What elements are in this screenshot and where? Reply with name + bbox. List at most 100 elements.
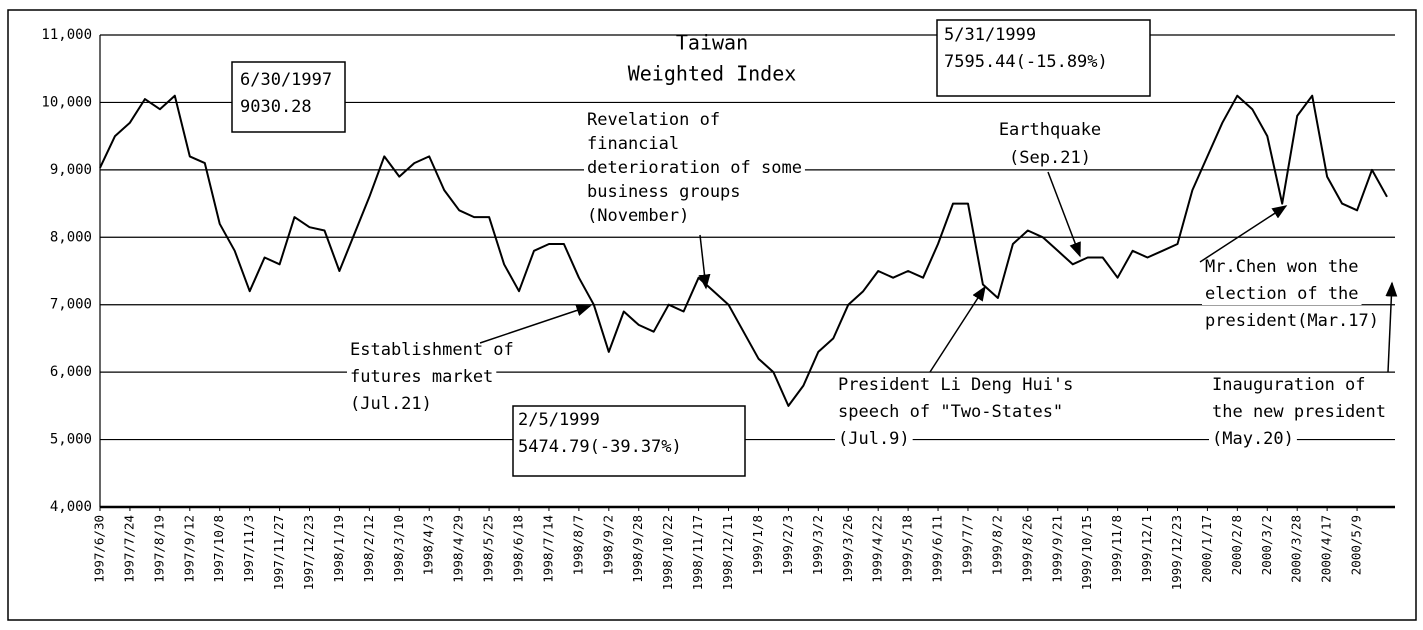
annotation-bg <box>1202 256 1362 278</box>
annotation-box <box>936 19 1151 97</box>
x-tick-label: 1998/6/18 <box>511 515 526 583</box>
annotation-text: 5474.79(-39.37%) <box>518 437 682 457</box>
y-tick-label: 5,000 <box>50 432 92 448</box>
y-tick-label: 9,000 <box>50 162 92 178</box>
x-tick-label: 1999/12/23 <box>1169 515 1184 590</box>
x-tick-label: 1999/3/26 <box>840 515 855 583</box>
y-tick-label: 4,000 <box>50 499 92 515</box>
annotation-bg <box>995 119 1105 141</box>
arrow <box>1047 171 1081 258</box>
x-tick-label: 1999/1/8 <box>750 515 765 575</box>
x-tick-label: 1998/2/12 <box>361 515 376 583</box>
x-tick-label: 1999/9/21 <box>1049 515 1064 583</box>
annotation-text: deterioration of some <box>587 158 802 178</box>
annotation-text: (May.20) <box>1212 429 1294 449</box>
x-tick-label: 1997/8/19 <box>151 515 166 583</box>
x-tick-label: 2000/5/9 <box>1349 515 1364 575</box>
annotation-text: president(Mar.17) <box>1205 311 1379 331</box>
arrows <box>479 171 1398 373</box>
annotation-text: the new president <box>1212 402 1386 422</box>
y-tick-label: 10,000 <box>41 94 92 110</box>
annotation-bg <box>1209 428 1297 450</box>
annotation-text: Inauguration of <box>1212 375 1366 395</box>
arrow <box>1199 205 1288 263</box>
arrow <box>479 304 592 344</box>
annotation-bg <box>1209 401 1389 423</box>
x-tick-label: 1998/9/28 <box>630 515 645 583</box>
annotation-bg <box>835 374 1077 396</box>
annotation-text: election of the <box>1205 284 1359 304</box>
annotation-text: Revelation of <box>587 110 720 130</box>
annotation-text: business groups <box>587 182 741 202</box>
x-tick-label: 1999/6/11 <box>930 515 945 583</box>
annotation-bg <box>584 109 724 131</box>
annotation-bg <box>347 393 435 415</box>
x-tick-label: 1998/12/11 <box>720 515 735 590</box>
x-tick-label: 1998/11/17 <box>690 515 705 590</box>
x-tick-label: 1998/3/10 <box>391 515 406 583</box>
annotation-text: 5/31/1999 <box>944 25 1036 45</box>
annotation-box <box>512 405 746 477</box>
x-tick-label: 1997/6/30 <box>92 515 107 583</box>
annotation-bg <box>1202 310 1382 332</box>
annotation-text: futures market <box>350 367 493 387</box>
annotation-bg <box>835 401 1067 423</box>
annotation-text: 9030.28 <box>240 97 312 117</box>
chart-title: Taiwan <box>676 31 748 55</box>
x-tick-label: 2000/3/2 <box>1259 515 1274 575</box>
x-tick-label: 1998/7/14 <box>540 515 555 583</box>
annotation-text: speech of "Two-States" <box>838 402 1063 422</box>
x-tick-label: 1999/7/7 <box>959 515 974 575</box>
x-tick-label: 1999/8/26 <box>1019 515 1034 583</box>
arrow <box>698 234 711 290</box>
x-tick-label: 1997/10/8 <box>211 515 226 583</box>
annotation-text: Earthquake <box>999 120 1101 140</box>
y-tick-label: 7,000 <box>50 297 92 313</box>
x-tick-label: 1998/4/29 <box>451 515 466 583</box>
annotation-bg <box>1006 147 1094 169</box>
x-tick-label: 1998/10/22 <box>660 515 675 590</box>
x-tick-label: 1999/3/2 <box>810 515 825 575</box>
x-tick-label: 2000/1/17 <box>1199 515 1214 583</box>
x-tick-label: 1997/9/12 <box>181 515 196 583</box>
x-tick-label: 2000/2/8 <box>1229 515 1244 575</box>
x-tick-label: 1997/11/27 <box>271 515 286 590</box>
annotation-bg <box>584 157 805 179</box>
annotation-bg <box>584 181 744 203</box>
x-tick-label: 2000/3/28 <box>1289 515 1304 583</box>
x-tick-label: 1999/12/1 <box>1139 515 1154 583</box>
y-tick-label: 6,000 <box>50 364 92 380</box>
x-tick-label: 2000/4/17 <box>1319 515 1334 583</box>
index-line <box>99 94 1388 407</box>
annotation-text: (November) <box>587 206 689 226</box>
annotation-text: (Jul.21) <box>350 394 432 414</box>
x-tick-label: 1999/8/2 <box>989 515 1004 575</box>
x-tick-label: 1997/7/24 <box>121 515 136 583</box>
annotation-bg <box>1209 374 1369 396</box>
annotation-bg <box>1202 283 1362 305</box>
annotation-text: (Jul.9) <box>838 429 910 449</box>
annotation-text: financial <box>587 134 679 154</box>
annotation-bg <box>835 428 913 450</box>
y-tick-label: 8,000 <box>50 229 92 245</box>
chart-title: Weighted Index <box>628 62 797 86</box>
x-tick-label: 1997/11/3 <box>241 515 256 583</box>
annotation-text: 2/5/1999 <box>518 410 600 430</box>
annotation-text: Mr.Chen won the <box>1205 257 1359 277</box>
annotation-text: 6/30/1997 <box>240 70 332 90</box>
annotation-text: President Li Deng Hui's <box>838 375 1073 395</box>
annotation-bg <box>584 133 683 155</box>
annotation-bg <box>347 339 517 361</box>
x-tick-label: 1999/11/8 <box>1109 515 1124 583</box>
x-tick-label: 1999/4/22 <box>870 515 885 583</box>
x-tick-label: 1998/4/3 <box>421 515 436 575</box>
annotation-text: 7595.44(-15.89%) <box>944 52 1108 72</box>
x-tick-label: 1997/12/23 <box>301 515 316 590</box>
annotation-bg <box>347 366 497 388</box>
x-tick-label: 1999/5/18 <box>900 515 915 583</box>
x-tick-label: 1999/10/15 <box>1079 515 1094 590</box>
x-tick-label: 1998/1/19 <box>331 515 346 583</box>
annotation-bg <box>584 205 693 227</box>
arrow <box>1385 281 1398 373</box>
